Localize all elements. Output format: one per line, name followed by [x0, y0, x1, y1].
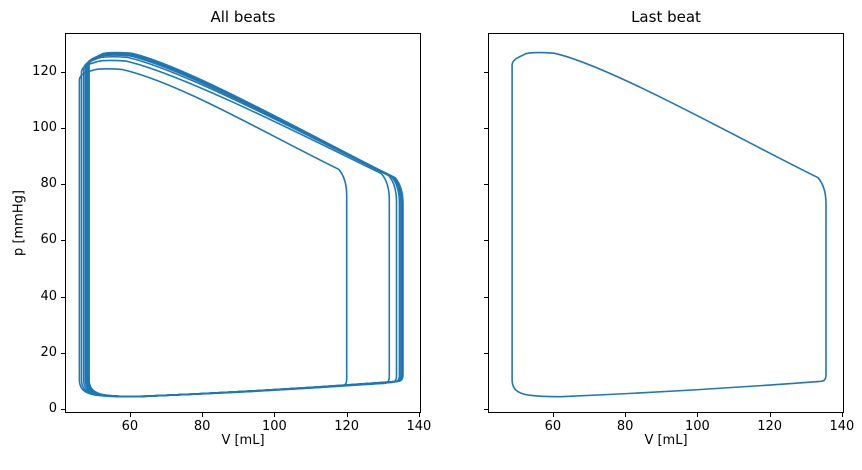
y-tick-label: 120	[32, 63, 57, 79]
x-tick	[552, 413, 554, 417]
y-tick	[61, 127, 65, 129]
x-tick-label: 140	[406, 419, 432, 434]
x-axis-label-all-beats: V [mL]	[221, 433, 265, 448]
y-tick	[61, 240, 65, 242]
y-tick	[61, 184, 65, 186]
plot-title-last-beat: Last beat	[631, 8, 701, 26]
y-tick-label: 60	[40, 232, 57, 248]
x-tick	[274, 413, 276, 417]
pv-loop-beat-9	[511, 51, 827, 398]
x-tick	[129, 413, 131, 417]
y-tick-label: 40	[40, 288, 57, 304]
y-tick	[484, 127, 488, 129]
x-tick-label: 120	[334, 419, 360, 434]
x-tick-label: 120	[757, 419, 783, 434]
y-tick-label: 0	[48, 401, 57, 417]
x-tick-label: 60	[121, 419, 139, 434]
y-tick	[484, 352, 488, 354]
pv-loop-beat-2	[80, 59, 391, 398]
x-tick	[202, 413, 204, 417]
pv-loop-lines-all-beats	[78, 51, 404, 398]
x-tick	[697, 413, 699, 417]
y-tick	[484, 296, 488, 298]
x-tick	[841, 413, 843, 417]
y-tick-label: 20	[40, 344, 57, 360]
y-tick	[61, 409, 65, 411]
y-tick	[484, 184, 488, 186]
pv-loop-beat-1	[78, 68, 348, 398]
pv-loop-beat-3	[82, 56, 398, 398]
x-tick	[769, 413, 771, 417]
x-tick	[418, 413, 420, 417]
x-tick	[625, 413, 627, 417]
x-tick-label: 100	[261, 419, 287, 434]
x-tick-label: 60	[544, 419, 562, 434]
x-tick-label: 100	[684, 419, 710, 434]
y-tick	[484, 240, 488, 242]
y-tick	[61, 71, 65, 73]
x-tick-label: 80	[616, 419, 634, 434]
y-tick	[61, 352, 65, 354]
plot-title-all-beats: All beats	[210, 8, 276, 26]
x-axis-label-last-beat: V [mL]	[644, 433, 688, 448]
y-tick-label: 80	[40, 176, 57, 192]
pv-loop-beat-5	[85, 53, 402, 398]
y-tick	[61, 296, 65, 298]
axes-all-beats: All beats V [mL] p [mmHg] 60 80 100 120 140 0…	[12, 8, 432, 448]
pv-loop-line-last-beat	[511, 51, 827, 398]
y-tick-label: 100	[32, 119, 57, 135]
axes-last-beat: Last beat V [mL] 60 80 100 120 140	[484, 8, 854, 448]
y-tick	[484, 71, 488, 73]
x-tick-label: 140	[829, 419, 855, 434]
pv-loop-beat-9	[88, 51, 404, 398]
x-tick	[346, 413, 348, 417]
y-tick	[484, 409, 488, 411]
x-tick-label: 80	[193, 419, 211, 434]
